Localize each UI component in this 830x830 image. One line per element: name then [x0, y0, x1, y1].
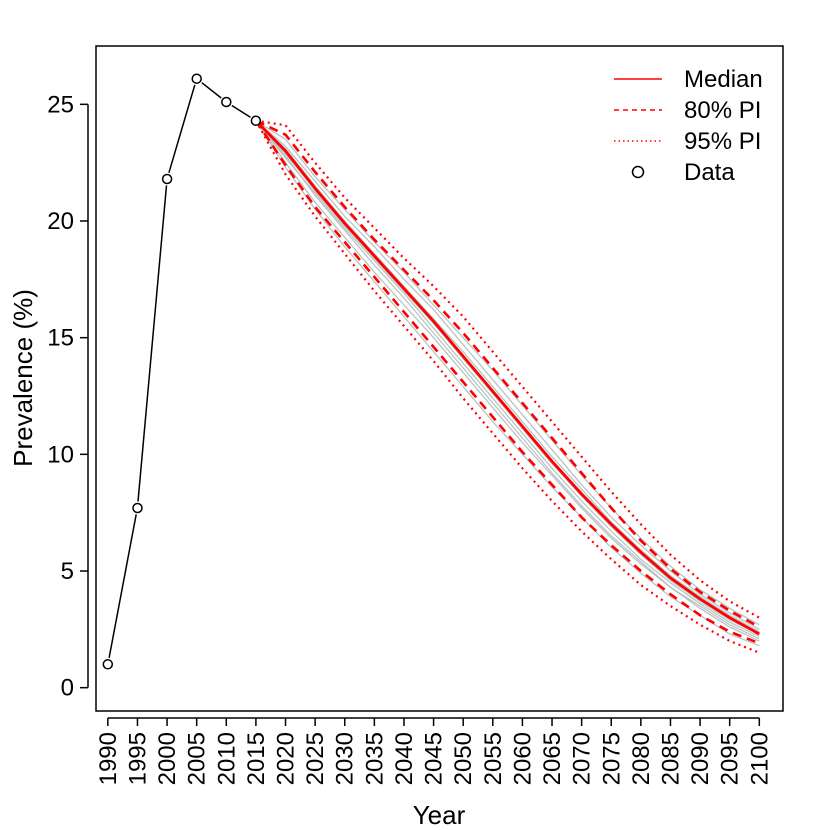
plot-frame	[95, 45, 784, 712]
x-tick-label: 1990	[95, 732, 122, 785]
trajectory-line-7	[255, 120, 760, 633]
median-line	[254, 119, 760, 636]
legend-label: 80% PI	[684, 97, 761, 124]
y-tick-label: 0	[61, 675, 74, 702]
data-segment	[168, 84, 196, 174]
x-axis-title: Year	[413, 800, 466, 830]
data-point-2015	[250, 115, 262, 126]
data-segment	[201, 82, 222, 99]
legend-label: Median	[684, 66, 763, 93]
data-point-1990	[102, 659, 114, 670]
x-tick-label: 2055	[480, 732, 507, 785]
x-tick-label: 2065	[539, 732, 566, 785]
trajectory-line-8	[255, 120, 760, 640]
trajectory-lines	[255, 120, 760, 647]
y-tick-label: 5	[61, 558, 74, 585]
x-tick-label: 2080	[628, 732, 655, 785]
y-tick-label: 15	[47, 325, 74, 352]
trajectory-line-4	[255, 120, 760, 626]
x-tick-label: 2100	[746, 732, 773, 785]
x-tick-label: 2010	[213, 732, 240, 785]
legend-label: Data	[684, 159, 735, 186]
x-tick-label: 1995	[125, 732, 152, 785]
x-tick-label: 2015	[243, 732, 270, 785]
legend-key-data	[631, 165, 645, 179]
prediction-interval-lines	[254, 119, 760, 654]
pi80-lower-line	[254, 119, 760, 645]
x-tick-label: 2050	[450, 732, 477, 785]
y-axis-title: Prevalence (%)	[8, 289, 38, 467]
observed-data	[102, 73, 262, 670]
pi95-upper-line	[255, 119, 760, 619]
x-tick-label: 2035	[361, 732, 388, 785]
axes: 1990 1995 2000 2005 2010 2015 2020 2025 2030 2035…	[47, 91, 773, 785]
x-tick-label: 2040	[391, 732, 418, 785]
data-point-2010	[221, 96, 232, 108]
trajectory-line-6	[255, 120, 760, 647]
x-tick-label: 2020	[273, 732, 300, 785]
data-point-2005	[191, 73, 202, 84]
trajectory-line-1	[255, 120, 760, 637]
data-point-1995	[132, 502, 143, 514]
data-segment	[231, 104, 251, 118]
x-tick-label: 2090	[687, 732, 714, 785]
x-tick-label: 2060	[509, 732, 536, 785]
y-tick-label: 25	[47, 91, 74, 118]
y-tick-label: 20	[47, 208, 74, 235]
trajectory-line-5	[255, 120, 760, 635]
data-point-2000	[161, 173, 173, 185]
x-tick-label: 2030	[332, 732, 359, 785]
data-segment	[108, 514, 137, 659]
legend-label: 95% PI	[684, 128, 761, 155]
trajectory-line-3	[255, 120, 760, 642]
x-tick-label: 2075	[598, 732, 625, 785]
legend: Median 80% PI 95% PI Data	[614, 66, 763, 186]
data-segment	[137, 185, 168, 502]
trajectory-line-2	[255, 120, 760, 630]
x-tick-label: 2045	[421, 732, 448, 785]
pi80-upper-line	[255, 119, 760, 629]
x-tick-label: 2095	[717, 732, 744, 785]
x-tick-label: 2085	[658, 732, 685, 785]
x-tick-label: 2005	[184, 732, 211, 785]
x-tick-label: 2025	[302, 732, 329, 785]
y-tick-label: 10	[47, 441, 74, 468]
x-tick-label: 2000	[154, 732, 181, 785]
x-tick-label: 2070	[569, 732, 596, 785]
